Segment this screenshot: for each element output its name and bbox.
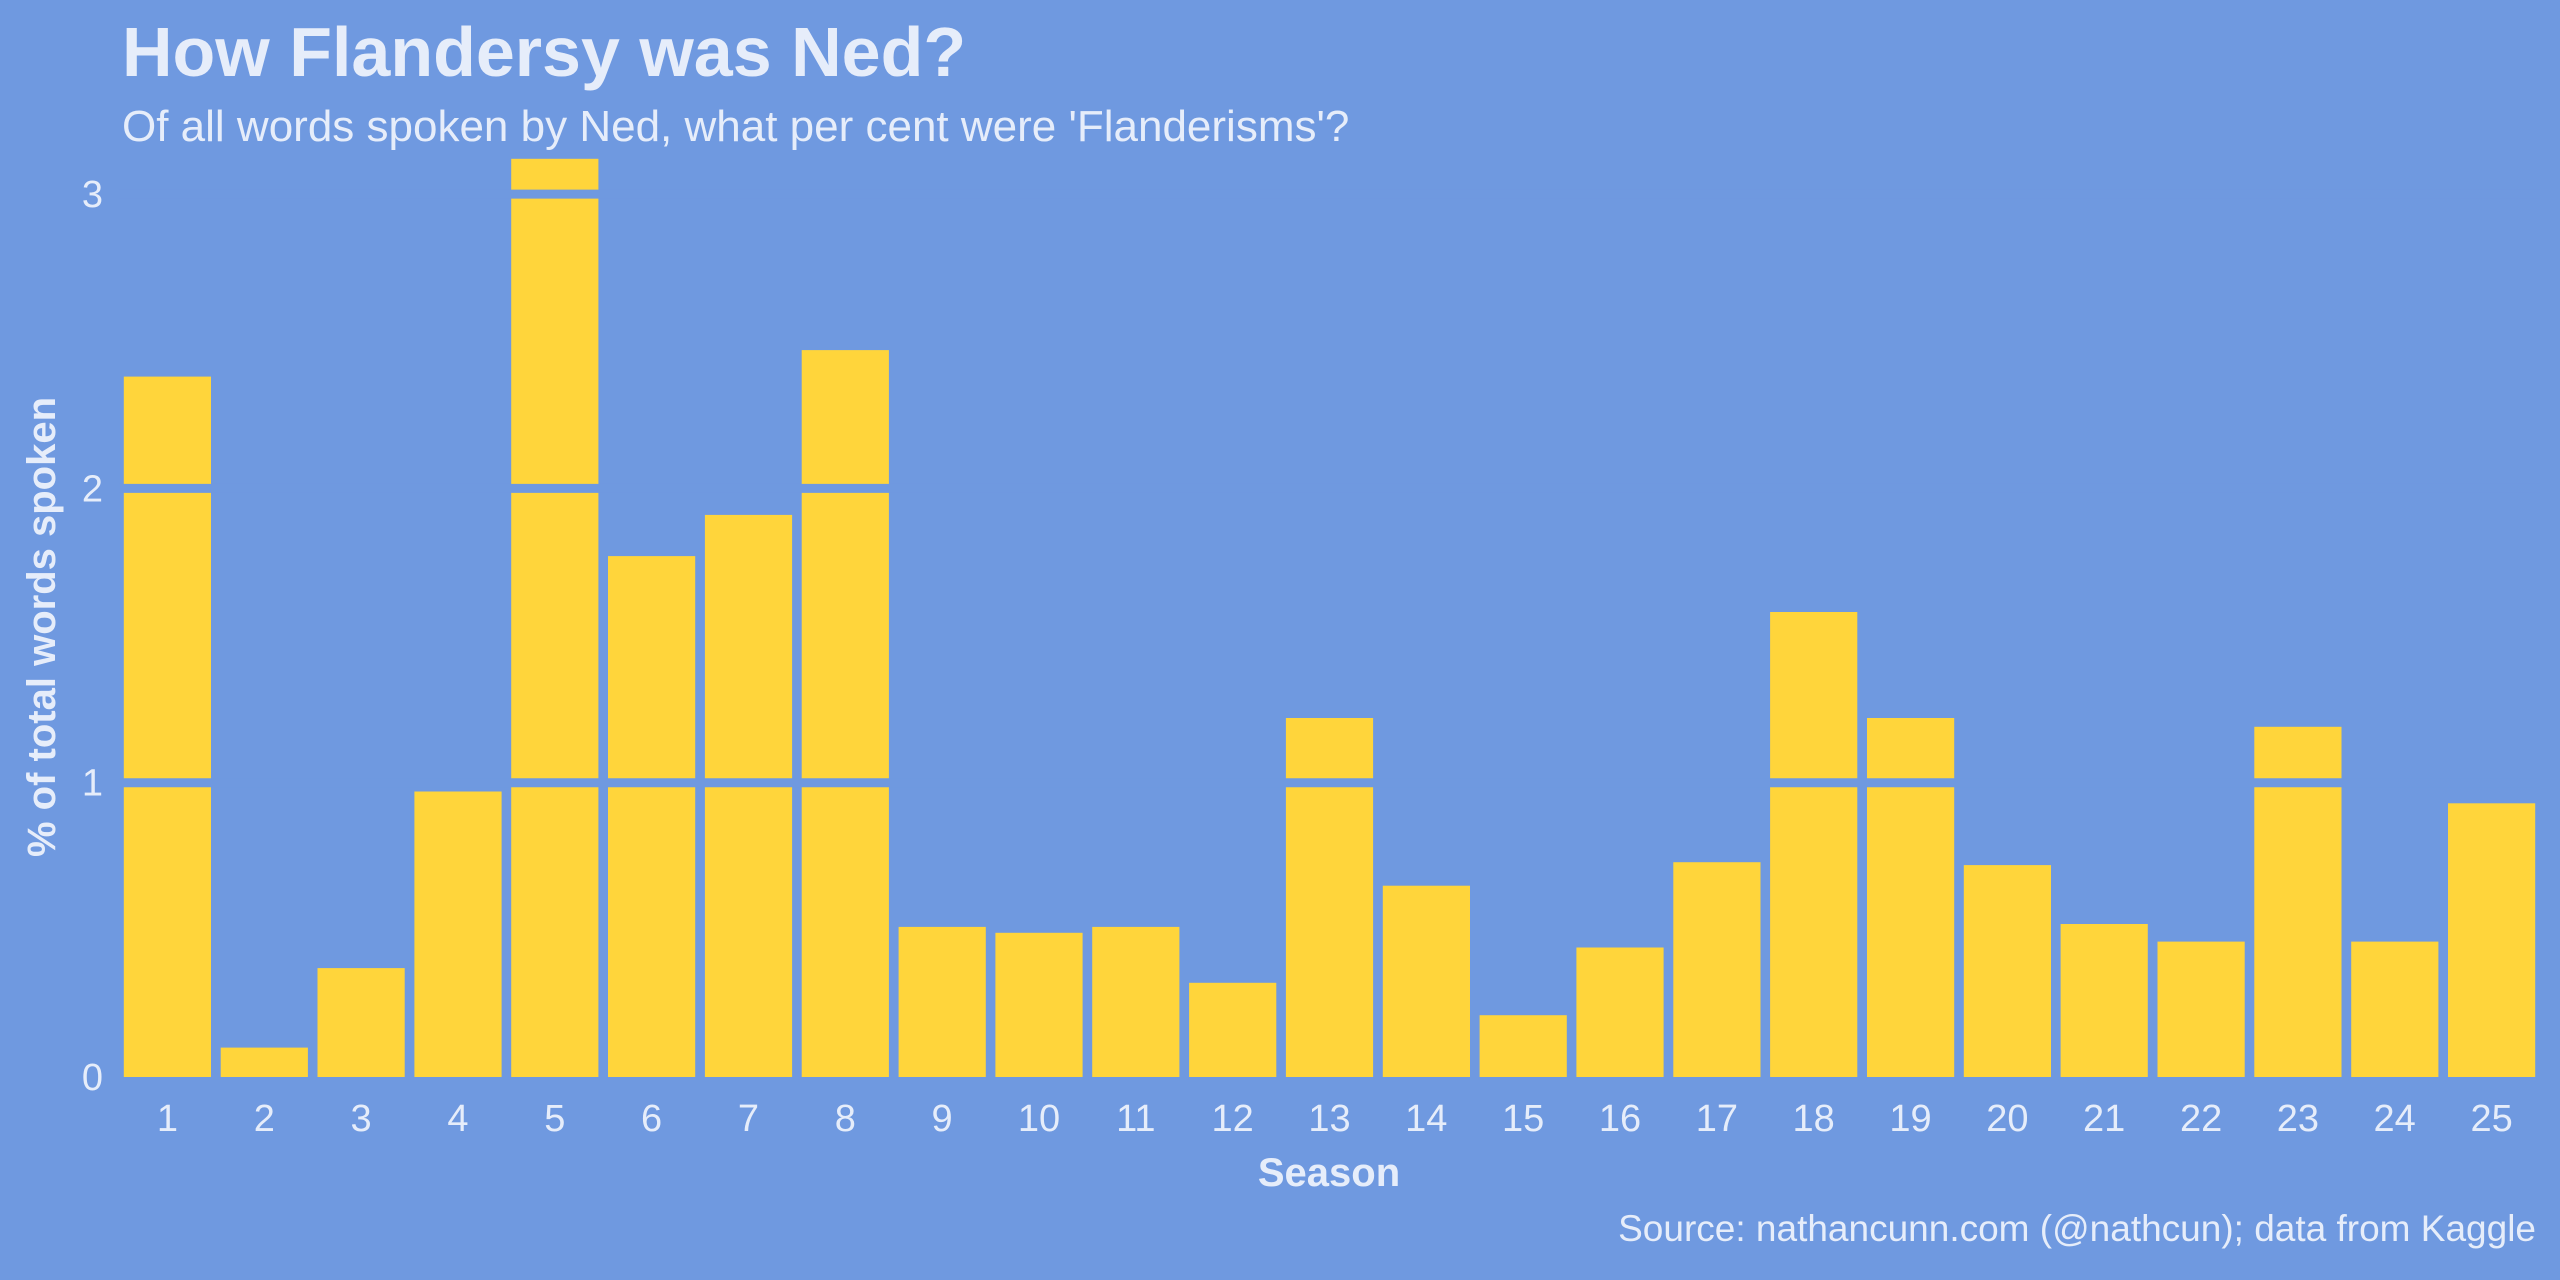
bar-season-24 — [2351, 941, 2439, 1077]
bar-season-8 — [801, 350, 889, 1078]
bar-season-6 — [608, 556, 696, 1077]
x-tick-label: 23 — [2277, 1098, 2319, 1140]
x-tick-label: 17 — [1696, 1098, 1738, 1140]
x-tick-label: 15 — [1502, 1098, 1544, 1140]
x-tick-label: 14 — [1405, 1098, 1447, 1140]
bar-season-11 — [1092, 926, 1180, 1077]
x-tick-label: 7 — [738, 1098, 759, 1140]
x-tick-label: 9 — [932, 1098, 953, 1140]
bar-season-17 — [1673, 862, 1761, 1077]
x-tick-label: 18 — [1793, 1098, 1835, 1140]
chart-title: How Flandersy was Ned? — [122, 13, 967, 91]
bar-season-9 — [898, 926, 986, 1077]
x-tick-label: 13 — [1308, 1098, 1350, 1140]
bar-season-19 — [1867, 718, 1955, 1077]
x-tick-label: 12 — [1212, 1098, 1254, 1140]
x-tick-label: 10 — [1018, 1098, 1060, 1140]
y-tick-label: 1 — [82, 763, 103, 805]
bar-season-15 — [1479, 1015, 1567, 1077]
y-tick-label: 2 — [82, 468, 103, 510]
bar-season-14 — [1382, 885, 1470, 1077]
bar-season-20 — [1963, 865, 2051, 1077]
x-tick-label: 4 — [447, 1098, 468, 1140]
bar-season-4 — [414, 791, 502, 1077]
x-tick-label: 2 — [254, 1098, 275, 1140]
bar-season-22 — [2157, 941, 2245, 1077]
bar-season-13 — [1285, 718, 1374, 1077]
x-tick-label: 16 — [1599, 1098, 1641, 1140]
x-tick-label: 1 — [157, 1098, 178, 1140]
x-tick-label: 3 — [351, 1098, 372, 1140]
x-tick-label: 22 — [2180, 1098, 2222, 1140]
x-tick-label: 21 — [2083, 1098, 2125, 1140]
bar-season-3 — [317, 968, 405, 1077]
y-tick-label: 0 — [82, 1057, 103, 1099]
bar-season-2 — [220, 1047, 308, 1077]
chart-subtitle: Of all words spoken by Ned, what per cen… — [122, 102, 1350, 151]
y-axis-title: % of total words spoken — [20, 397, 64, 857]
bar-season-21 — [2060, 924, 2148, 1077]
bar-season-18 — [1770, 612, 1858, 1077]
bar-season-7 — [704, 514, 793, 1077]
bar-season-10 — [995, 932, 1083, 1077]
bar-season-1 — [123, 376, 211, 1078]
bars-group — [123, 158, 2536, 1078]
x-tick-label: 24 — [2374, 1098, 2416, 1140]
y-tick-labels: 0 1 2 3 — [82, 174, 103, 1099]
x-tick-label: 11 — [1116, 1098, 1155, 1140]
bar-season-12 — [1189, 982, 1277, 1077]
bar-season-16 — [1576, 947, 1664, 1077]
x-tick-label: 8 — [835, 1098, 856, 1140]
bar-season-5 — [511, 158, 599, 1078]
gridlines-group — [119, 189, 2540, 788]
x-axis-title: Season — [1258, 1151, 1400, 1195]
source-note: Source: nathancunn.com (@nathcun); data … — [1618, 1208, 2536, 1249]
bar-season-25 — [2448, 803, 2536, 1077]
x-tick-label: 5 — [544, 1098, 565, 1140]
x-tick-label: 20 — [1986, 1098, 2028, 1140]
x-tick-label: 19 — [1889, 1098, 1931, 1140]
x-tick-labels: 1 2 3 4 5 6 7 8 9 10 11 12 13 14 15 16 17 18 19 20 21 22 23 24 2… — [157, 1098, 2513, 1140]
y-tick-label: 3 — [82, 174, 103, 216]
x-tick-label: 25 — [2470, 1098, 2512, 1140]
x-tick-label: 6 — [641, 1098, 662, 1140]
